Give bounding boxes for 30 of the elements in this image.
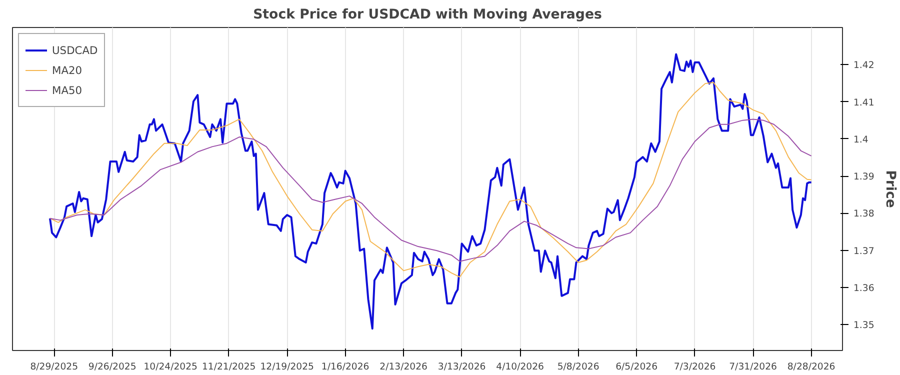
y-tick-label: 1.39 <box>854 172 874 183</box>
y-tick-label: 1.36 <box>854 282 874 294</box>
y-axis-title: Price <box>882 170 898 208</box>
line-series <box>49 118 812 262</box>
line-series <box>49 82 812 278</box>
x-tick-label: 3/13/2026 <box>438 362 486 372</box>
y-tick-label: 1.38 <box>854 208 874 220</box>
line-series <box>48 53 812 330</box>
x-tick-label: 7/31/2026 <box>729 362 778 372</box>
y-tick-label: 1.35 <box>854 320 874 332</box>
y-tick-label: 1.41 <box>854 97 874 108</box>
legend-label: MA20 <box>52 64 82 76</box>
x-tick-label: 12/19/2025 <box>260 362 314 372</box>
x-tick-label: 1/16/2026 <box>321 362 370 372</box>
x-tick-label: 5/8/2026 <box>557 362 600 372</box>
x-tick-label: 4/10/2026 <box>496 362 544 372</box>
chart-title: Stock Price for USDCAD with Moving Averages <box>253 8 602 22</box>
y-tick-label: 1.4 <box>854 134 868 146</box>
x-tick-label: 8/29/2025 <box>30 362 78 372</box>
legend-label: USDCAD <box>52 44 98 56</box>
legend-label: MA50 <box>52 84 82 96</box>
y-tick-label: 1.37 <box>854 246 874 257</box>
x-tick-label: 8/28/2026 <box>787 362 836 372</box>
x-tick-label: 10/24/2025 <box>144 362 198 372</box>
y-tick-label: 1.42 <box>854 60 874 72</box>
x-tick-label: 11/21/2025 <box>202 362 256 372</box>
x-tick-label: 7/3/2026 <box>674 362 716 372</box>
x-tick-label: 2/13/2026 <box>380 362 428 372</box>
x-tick-label: 6/5/2026 <box>616 362 658 372</box>
x-tick-label: 9/26/2025 <box>88 362 136 372</box>
